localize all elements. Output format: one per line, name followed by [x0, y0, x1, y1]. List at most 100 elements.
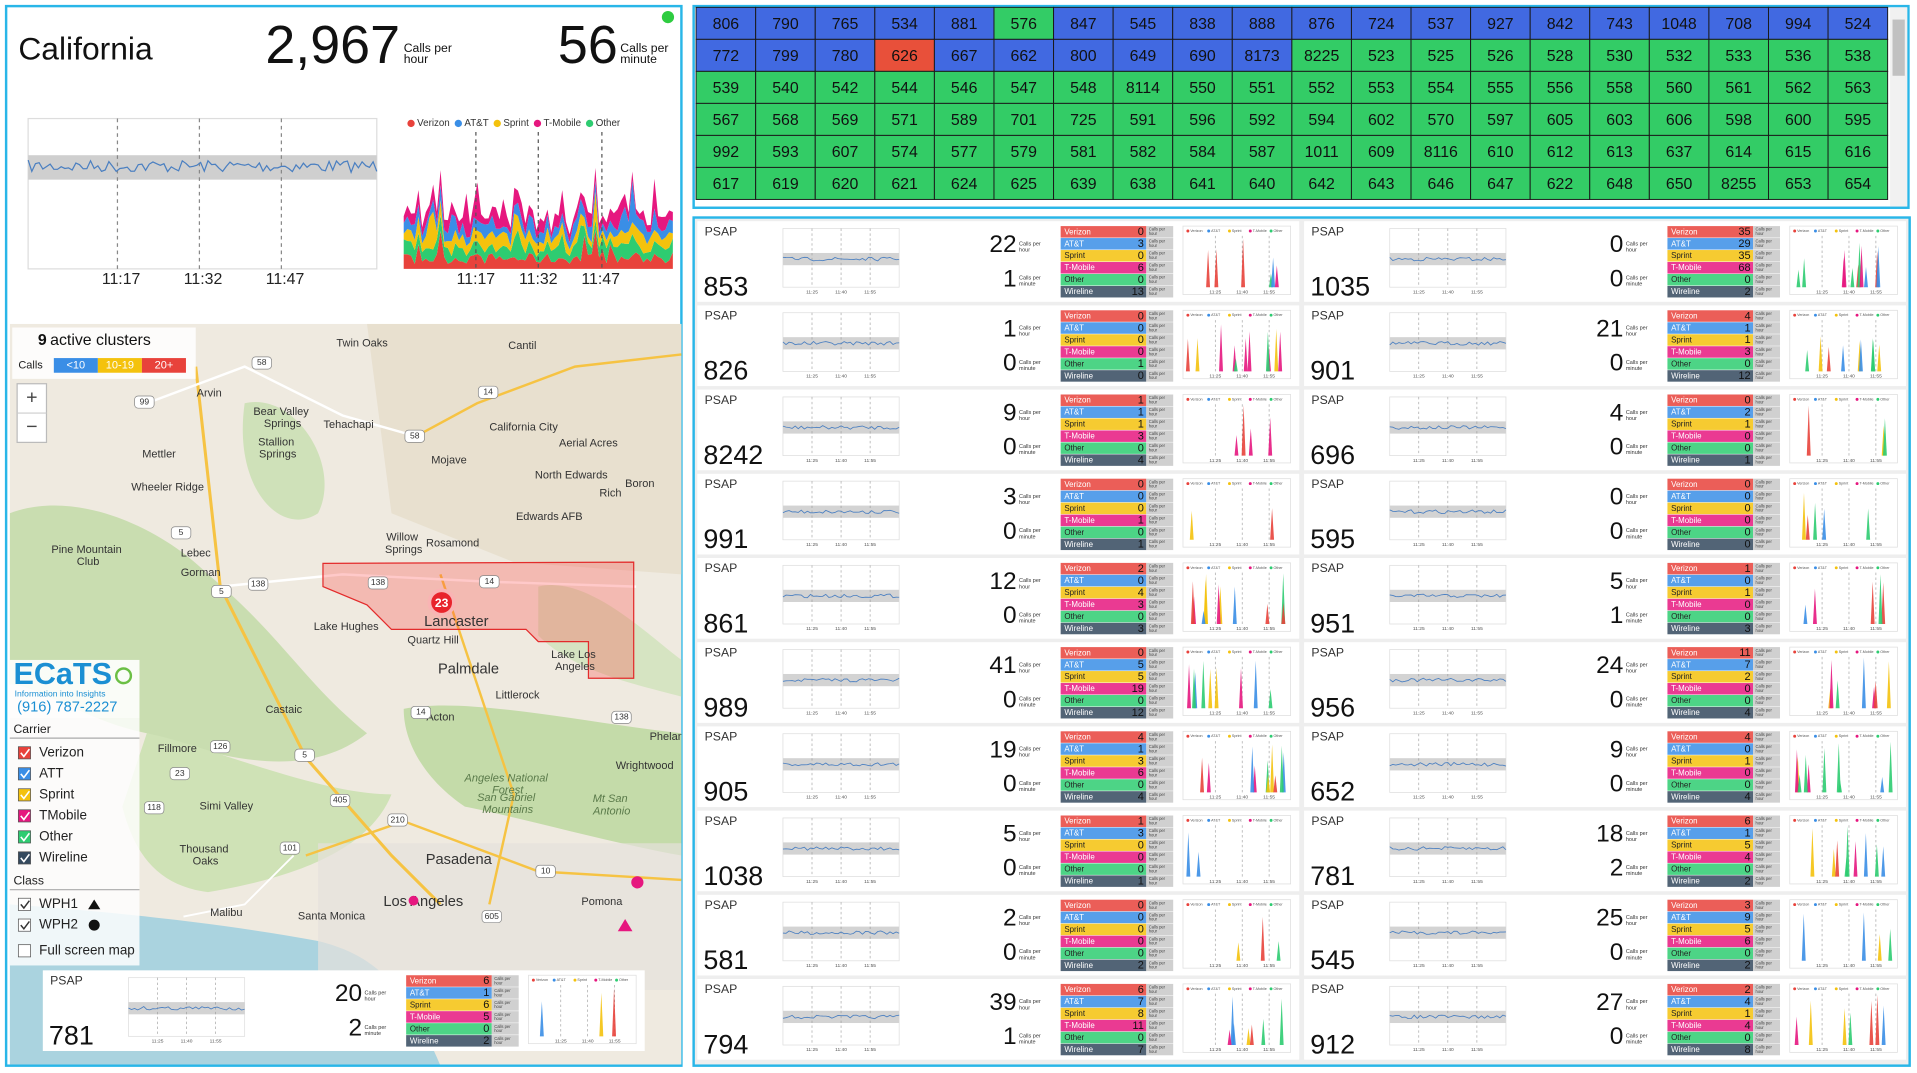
carrier-row: [1667, 285, 1754, 298]
psap-number: 912: [1310, 1029, 1355, 1059]
psap-number: 905: [703, 777, 748, 807]
carrier-checkbox[interactable]: [17, 809, 31, 823]
spike: [1861, 912, 1866, 961]
grid-value: 569: [832, 112, 859, 129]
carrier-name: T-Mobile: [1064, 684, 1095, 693]
calls-hour-unit: Calls per hour: [1019, 494, 1042, 506]
carrier-unit: Calls per hour: [1149, 648, 1167, 657]
fullscreen-checkbox[interactable]: [17, 944, 31, 958]
psap-label: PSAP: [705, 898, 738, 912]
carrier-name: Wireline: [1671, 540, 1700, 549]
class-checkbox[interactable]: [17, 897, 31, 911]
carrier-unit: Calls per hour: [1756, 852, 1774, 861]
time-label: 11:55: [1263, 795, 1275, 801]
grid-cell: [695, 134, 757, 168]
psap-label: PSAP: [1311, 561, 1344, 575]
carrier-unit: Calls per hour: [1149, 660, 1167, 669]
zoom-out[interactable]: −: [26, 416, 37, 438]
carrier-filter-label: Verizon: [39, 744, 84, 759]
spike: [1859, 245, 1864, 288]
legend-label: Sprint: [1232, 397, 1242, 401]
psap-number: 581: [703, 945, 748, 975]
calls-minute-unit: Calls per minute: [1019, 276, 1042, 288]
highway-number: 138: [371, 577, 386, 587]
carrier-checkbox[interactable]: [17, 830, 31, 844]
carrier-checkbox[interactable]: [17, 851, 31, 865]
calls-hour-value: 2,967: [265, 15, 400, 75]
psap-label: PSAP: [705, 224, 738, 238]
spike: [1881, 1005, 1886, 1046]
carrier-unit: Calls per hour: [1756, 311, 1774, 320]
carrier-name: Verizon: [1064, 311, 1090, 320]
carrier-name: Other: [1671, 612, 1691, 621]
time-label: 11:40: [1236, 289, 1248, 295]
zoom-in[interactable]: +: [26, 387, 37, 409]
carrier-row: [1060, 490, 1147, 503]
carrier-value: 1: [1744, 755, 1750, 767]
highway-number: 210: [390, 814, 405, 824]
carrier-value: 1: [1138, 539, 1144, 551]
time-label: 11:55: [1263, 542, 1275, 548]
carrier-row: [1667, 610, 1754, 623]
carrier-row: [1060, 851, 1147, 863]
time-label: 11:40: [181, 1039, 193, 1045]
calls-minute: 0: [1610, 686, 1624, 713]
legend-swatch: [1228, 566, 1231, 570]
carrier-unit-bg: [1753, 358, 1780, 370]
highway-shield: [210, 740, 231, 754]
carrier-checkbox[interactable]: [17, 746, 31, 760]
legend-label: Other: [1274, 313, 1284, 317]
time-label: 11:55: [1471, 626, 1483, 632]
carrier-unit-bg: [491, 1023, 519, 1035]
cluster-marker[interactable]: [427, 588, 456, 617]
place-label: San Gabriel Mountains: [477, 792, 538, 816]
check: [20, 769, 30, 779]
carrier-unit: Calls per hour: [1149, 311, 1167, 320]
legend-label: Sprint: [1232, 987, 1242, 991]
check: [20, 853, 30, 863]
sparkline: [1389, 677, 1507, 683]
carrier-unit-bg: [1753, 370, 1780, 382]
carrier-name: Verizon: [1671, 396, 1697, 405]
highway-number: 5: [302, 750, 307, 760]
grid-value: 526: [1487, 48, 1514, 65]
sparkline: [782, 846, 900, 851]
carrier-row: [1667, 478, 1754, 491]
carrier-unit: Calls per hour: [1756, 756, 1774, 765]
carrier-unit: Calls per hour: [1149, 431, 1167, 440]
carrier-unit: Calls per hour: [1756, 407, 1774, 416]
carrier-value: 1: [1744, 454, 1750, 466]
carrier-name: Verizon: [1064, 817, 1090, 826]
carrier-name: Other: [1671, 780, 1691, 789]
carrier-checkbox[interactable]: [17, 788, 31, 802]
legend-label: Other: [619, 978, 629, 982]
place-label: Rosamond: [426, 538, 479, 550]
carrier-name: Sprint: [1064, 588, 1086, 597]
scrollbar-thumb[interactable]: [1892, 19, 1905, 76]
carrier-row: [1060, 695, 1147, 707]
carrier-name: AT&T: [1671, 408, 1691, 417]
carrier-row: [1667, 791, 1754, 803]
legend-swatch: [1834, 903, 1838, 907]
x-tick-label: 11:17: [102, 271, 141, 288]
grid-cell: [1648, 38, 1710, 72]
carrier-checkbox[interactable]: [17, 767, 31, 781]
spike: [1208, 669, 1213, 709]
logo: ECaTS: [13, 657, 112, 691]
carrier-row: [406, 1011, 492, 1023]
spike-chart-area: [1182, 983, 1292, 1053]
spike: [1886, 661, 1891, 709]
carrier-row: [1060, 610, 1147, 623]
calls-hour-unit: Calls per hour: [1019, 242, 1042, 254]
carrier-value: 1: [1744, 828, 1750, 840]
spike: [1803, 754, 1808, 793]
time-label: 11:40: [1843, 710, 1855, 716]
legend-swatch: [1793, 903, 1797, 907]
legend-swatch: [1248, 482, 1252, 486]
carrier-unit: Calls per hour: [1756, 491, 1774, 500]
time-label: 11:25: [1816, 289, 1828, 295]
carrier-name: AT&T: [1671, 323, 1691, 332]
class-checkbox[interactable]: [17, 918, 31, 932]
place-label: Lebec: [181, 548, 211, 560]
spike: [1808, 1000, 1813, 1046]
